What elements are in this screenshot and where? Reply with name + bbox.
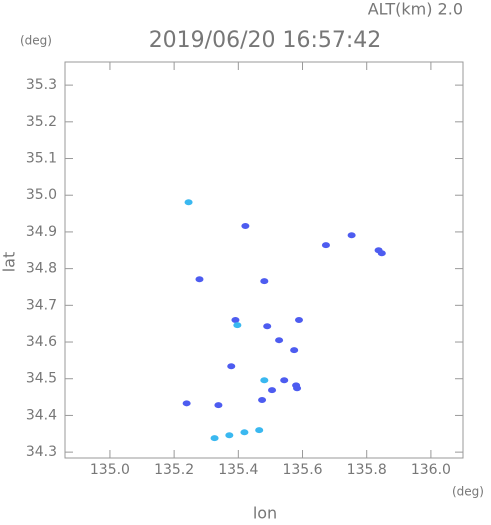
echo-point	[347, 232, 356, 239]
y-tick-label: 34.7	[26, 297, 57, 313]
echo-point	[263, 323, 272, 330]
y-tick-label: 35.0	[26, 187, 57, 203]
x-tick-label: 135.6	[282, 462, 322, 478]
echo-point	[214, 402, 223, 409]
y-tick-label: 35.2	[26, 114, 57, 130]
y-tick-label: 35.3	[26, 77, 57, 93]
y-tick-label: 34.9	[26, 224, 57, 240]
echo-point	[240, 429, 249, 436]
echo-point	[210, 435, 219, 442]
chart-title: 2019/06/20 16:57:42	[149, 28, 382, 53]
echo-point	[321, 242, 330, 249]
echo-point	[260, 278, 269, 285]
echo-point	[231, 317, 240, 324]
y-tick-label: 35.1	[26, 151, 57, 167]
y-tick-label: 34.3	[26, 444, 57, 460]
echo-point	[294, 317, 303, 324]
altitude-label: ALT(km) 2.0	[368, 0, 463, 19]
y-tick-label: 34.4	[26, 407, 57, 423]
y-tick-label: 34.8	[26, 261, 57, 277]
echo-point	[184, 199, 193, 206]
echo-point	[258, 397, 267, 404]
echo-point	[227, 363, 236, 370]
x-tick-label: 136.0	[411, 462, 451, 478]
echo-point	[290, 347, 299, 354]
echo-point	[275, 337, 284, 344]
echo-point	[182, 400, 191, 407]
echo-point	[233, 322, 242, 329]
echo-point	[280, 377, 289, 384]
x-tick-label: 135.4	[218, 462, 258, 478]
y-tick-label: 34.5	[26, 371, 57, 387]
echo-point	[293, 385, 302, 392]
echo-point	[268, 387, 277, 394]
echo-point	[195, 276, 204, 283]
echo-point	[260, 377, 269, 384]
y-tick-label: 34.6	[26, 334, 57, 350]
echo-point	[377, 250, 386, 257]
echo-point	[255, 427, 264, 434]
x-tick-label: 135.0	[90, 462, 130, 478]
x-tick-label: 135.8	[347, 462, 387, 478]
x-unit: (deg)	[452, 485, 484, 499]
echo-point	[225, 432, 234, 439]
x-tick-label: 135.2	[154, 462, 194, 478]
y-unit: (deg)	[20, 34, 52, 48]
echo-point	[241, 223, 250, 230]
plot-frame	[64, 61, 464, 459]
y-axis-label: lat	[0, 252, 19, 273]
x-axis-label: lon	[253, 504, 277, 522]
